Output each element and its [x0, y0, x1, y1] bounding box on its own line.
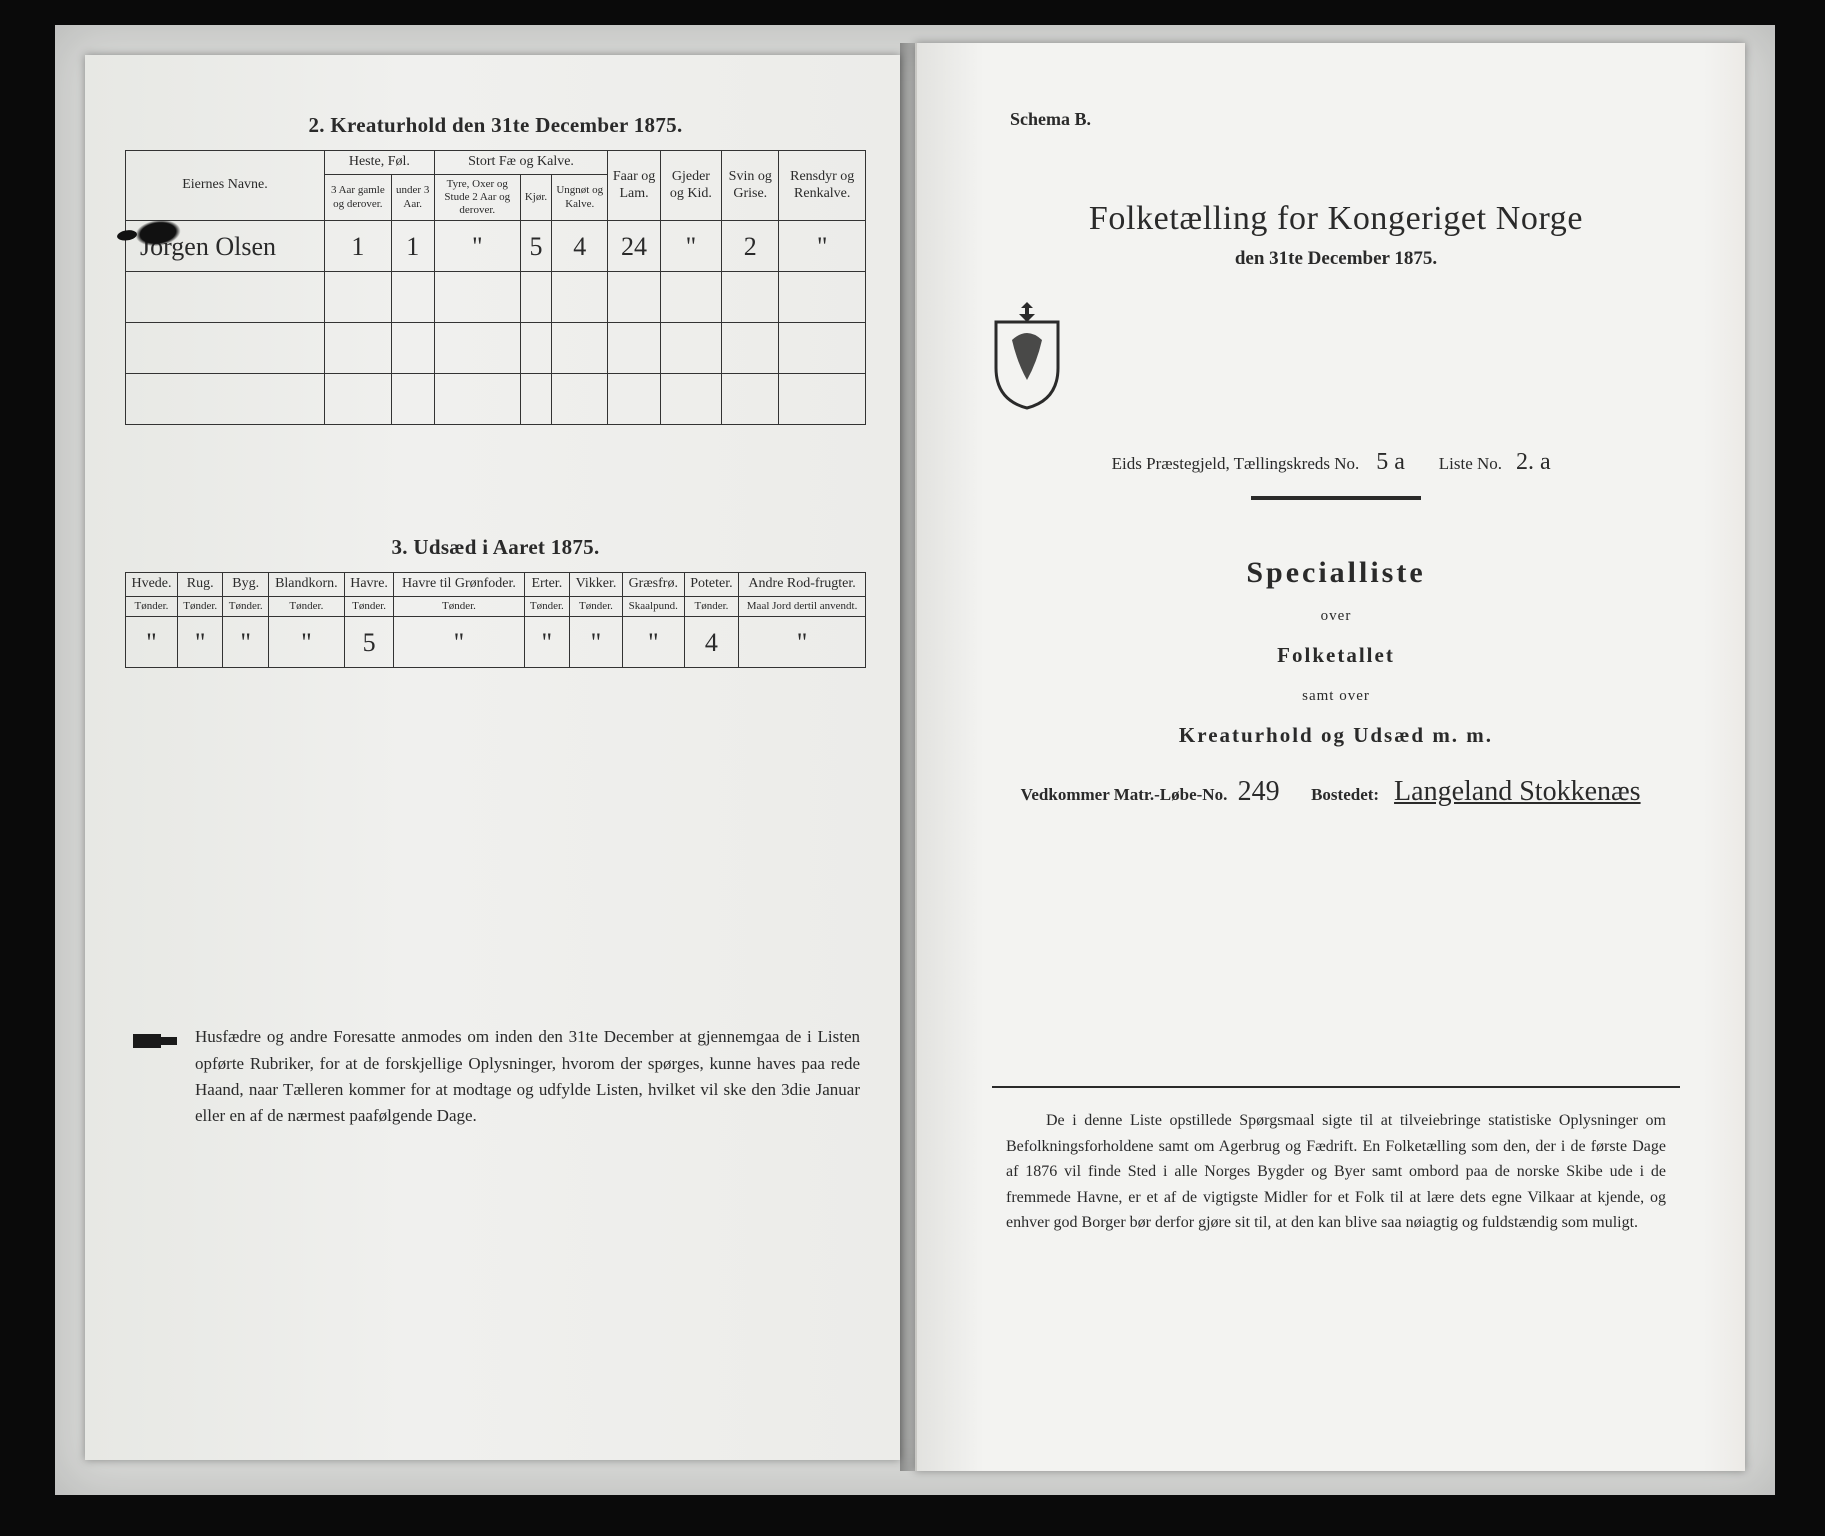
- parish-line: Eids Præstegjeld, Tællingskreds No. 5 a …: [982, 449, 1690, 476]
- census-title: Folketælling for Kongeriget Norge: [982, 200, 1690, 238]
- u: Tønder.: [268, 597, 344, 617]
- matr-value: 249: [1232, 776, 1286, 808]
- udsaed-row: " " " " 5 " " " " 4 ": [126, 617, 866, 668]
- cell: 4: [684, 617, 738, 668]
- bosted-label: Bostedet:: [1311, 785, 1379, 804]
- col-svin: Svin og Grise.: [722, 151, 779, 221]
- cell: ": [394, 617, 524, 668]
- cell: 2: [722, 221, 779, 272]
- kreds-value: 5 a: [1364, 449, 1418, 476]
- bosted-value: Langeland Stokkenæs: [1383, 776, 1651, 808]
- cell: 5: [520, 221, 551, 272]
- cell: ": [223, 617, 268, 668]
- cell: ": [660, 221, 721, 272]
- c-hvede: Hvede.: [126, 573, 178, 597]
- c-graes: Græsfrø.: [622, 573, 684, 597]
- footnote-text: Husfædre og andre Foresatte anmodes om i…: [195, 1027, 860, 1125]
- col-name: Eiernes Navne.: [126, 151, 325, 221]
- empty-row: [126, 323, 866, 374]
- cell: 4: [552, 221, 608, 272]
- over1: over: [982, 608, 1690, 625]
- left-page: 2. Kreaturhold den 31te December 1875. E…: [85, 55, 900, 1460]
- vedkommer-line: Vedkommer Matr.-Løbe-No. 249 Bostedet: L…: [982, 776, 1690, 808]
- pointing-hand-icon: [133, 1028, 179, 1054]
- specialliste: Specialliste: [982, 556, 1690, 590]
- col-faar: Faar og Lam.: [608, 151, 660, 221]
- col-gjeder: Gjeder og Kid.: [660, 151, 721, 221]
- liste-value: 2. a: [1506, 449, 1560, 476]
- cell: ": [126, 617, 178, 668]
- samt: samt over: [982, 688, 1690, 705]
- left-footnote: Husfædre og andre Foresatte anmodes om i…: [125, 1024, 866, 1129]
- census-date: den 31te December 1875.: [982, 248, 1690, 270]
- col-tyre: Tyre, Oxer og Stude 2 Aar og derover.: [434, 174, 520, 221]
- c-erter: Erter.: [524, 573, 569, 597]
- col-ungnot: Ungnøt og Kalve.: [552, 174, 608, 221]
- kreatur-row: Jörgen Olsen 1 1 " 5 4 24 " 2 ": [126, 221, 866, 272]
- matr-label: Vedkommer Matr.-Løbe-No.: [1021, 785, 1228, 804]
- scan-frame: 2. Kreaturhold den 31te December 1875. E…: [55, 25, 1775, 1495]
- divider: [992, 1086, 1680, 1088]
- c-bland: Blandkorn.: [268, 573, 344, 597]
- u: Maal Jord dertil anvendt.: [739, 597, 866, 617]
- udsaed-table: Hvede. Rug. Byg. Blandkorn. Havre. Havre…: [125, 572, 866, 668]
- u: Tønder.: [344, 597, 394, 617]
- kreaturhold-table: Eiernes Navne. Heste, Føl. Stort Fæ og K…: [125, 150, 866, 425]
- u: Tønder.: [223, 597, 268, 617]
- col-heste-3aar: 3 Aar gamle og derover.: [325, 174, 392, 221]
- u: Tønder.: [524, 597, 569, 617]
- u: Tønder.: [684, 597, 738, 617]
- right-footnote: De i denne Liste opstillede Spørgsmaal s…: [982, 1108, 1690, 1236]
- c-rug: Rug.: [177, 573, 222, 597]
- folketallet: Folketallet: [982, 643, 1690, 668]
- c-havre-gron: Havre til Grønfoder.: [394, 573, 524, 597]
- empty-row: [126, 374, 866, 425]
- col-stortfae: Stort Fæ og Kalve.: [434, 151, 608, 175]
- cell: 5: [344, 617, 394, 668]
- u: Tønder.: [570, 597, 623, 617]
- u: Skaalpund.: [622, 597, 684, 617]
- c-havre: Havre.: [344, 573, 394, 597]
- cell: 1: [391, 221, 434, 272]
- cell: ": [268, 617, 344, 668]
- u: Tønder.: [177, 597, 222, 617]
- col-kjor: Kjør.: [520, 174, 551, 221]
- section2-title: 2. Kreaturhold den 31te December 1875.: [125, 113, 866, 138]
- parish-prefix: Eids Præstegjeld, Tællingskreds No.: [1112, 454, 1360, 473]
- cell: ": [434, 221, 520, 272]
- col-heste: Heste, Føl.: [325, 151, 435, 175]
- col-rensdyr: Rensdyr og Renkalve.: [779, 151, 866, 221]
- cell: 24: [608, 221, 660, 272]
- kreaturhold-udsaed: Kreaturhold og Udsæd m. m.: [982, 723, 1690, 748]
- right-page: Schema B. Folketælling for Kongeriget No…: [915, 43, 1745, 1471]
- cell: ": [622, 617, 684, 668]
- c-rod: Andre Rod-frugter.: [739, 573, 866, 597]
- cell: ": [177, 617, 222, 668]
- liste-label: Liste No.: [1439, 454, 1502, 473]
- c-byg: Byg.: [223, 573, 268, 597]
- empty-row: [126, 272, 866, 323]
- section3-title: 3. Udsæd i Aaret 1875.: [125, 535, 866, 560]
- cell: ": [739, 617, 866, 668]
- schema-label: Schema B.: [1010, 109, 1690, 130]
- divider: [1251, 496, 1421, 500]
- col-heste-under3: under 3 Aar.: [391, 174, 434, 221]
- cell: ": [524, 617, 569, 668]
- cell: ": [779, 221, 866, 272]
- u: Tønder.: [126, 597, 178, 617]
- c-vikker: Vikker.: [570, 573, 623, 597]
- u: Tønder.: [394, 597, 524, 617]
- coat-of-arms-icon: [982, 300, 1072, 410]
- c-poteter: Poteter.: [684, 573, 738, 597]
- cell: ": [570, 617, 623, 668]
- cell: 1: [325, 221, 392, 272]
